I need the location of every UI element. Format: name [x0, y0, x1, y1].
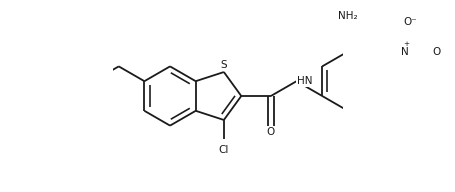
Text: Cl: Cl — [218, 145, 228, 155]
Text: HN: HN — [297, 76, 312, 86]
Text: O: O — [266, 127, 274, 137]
Text: +: + — [402, 41, 409, 47]
Text: N: N — [400, 47, 408, 57]
Text: O: O — [432, 47, 440, 57]
Text: S: S — [220, 60, 227, 70]
Text: O⁻: O⁻ — [402, 17, 416, 27]
Text: NH₂: NH₂ — [337, 11, 357, 21]
